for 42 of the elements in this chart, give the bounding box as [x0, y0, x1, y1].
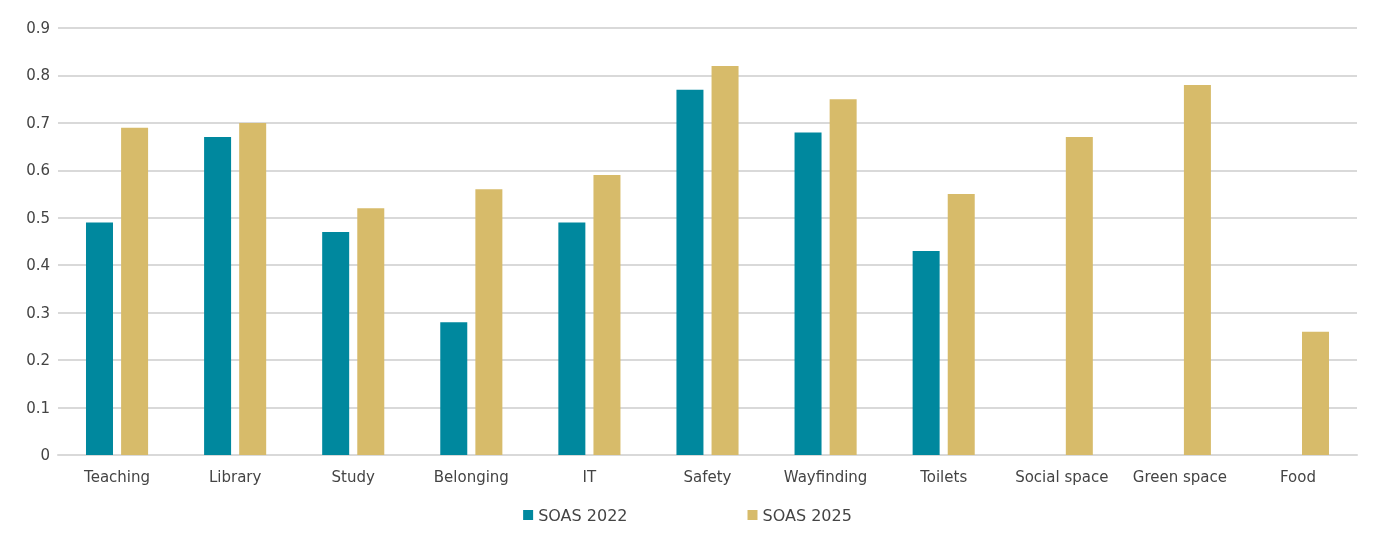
- x-tick-label: Wayfinding: [783, 467, 868, 486]
- y-tick-label: 0.1: [26, 398, 50, 417]
- bar: [676, 89, 704, 455]
- legend-label: SOAS 2025: [762, 505, 852, 525]
- bar: [794, 132, 822, 455]
- bar: [1183, 84, 1211, 455]
- y-tick-label: 0.2: [26, 351, 50, 370]
- x-tick-label: Safety: [683, 467, 732, 486]
- bar: [357, 208, 385, 455]
- y-tick-label: 0.7: [26, 113, 50, 132]
- bar: [322, 232, 350, 455]
- x-tick-label: Food: [1279, 467, 1316, 486]
- y-tick-label: 0.3: [26, 303, 50, 322]
- x-tick-label: Belonging: [433, 467, 509, 486]
- bar: [711, 65, 739, 455]
- y-tick-label: 0: [40, 446, 50, 464]
- bar: [593, 175, 621, 455]
- bar: [121, 127, 149, 455]
- bar: [86, 222, 113, 455]
- x-tick-label: Green space: [1132, 467, 1227, 486]
- bar: [558, 222, 586, 455]
- x-tick-label: Toilets: [919, 467, 968, 486]
- y-tick-label: 0.4: [26, 256, 50, 275]
- x-tick-label: Study: [331, 467, 375, 486]
- y-tick-label: 0.5: [26, 208, 50, 227]
- bar: [204, 137, 232, 455]
- bar: [239, 122, 267, 455]
- x-tick-label: Library: [208, 467, 262, 486]
- bar: [475, 189, 503, 455]
- y-tick-label: 0.9: [26, 19, 50, 37]
- bar: [440, 322, 468, 455]
- legend-label: SOAS 2022: [538, 505, 628, 525]
- y-tick-label: 0.6: [26, 161, 50, 180]
- x-tick-label: IT: [582, 467, 598, 486]
- x-tick-label: Teaching: [83, 467, 151, 486]
- y-tick-label: 0.8: [26, 66, 50, 85]
- bar: [1302, 331, 1329, 455]
- bar: [829, 99, 857, 455]
- bar: [947, 194, 975, 455]
- bar: [1065, 137, 1093, 455]
- x-tick-label: Social space: [1015, 467, 1109, 486]
- bar: [912, 250, 940, 455]
